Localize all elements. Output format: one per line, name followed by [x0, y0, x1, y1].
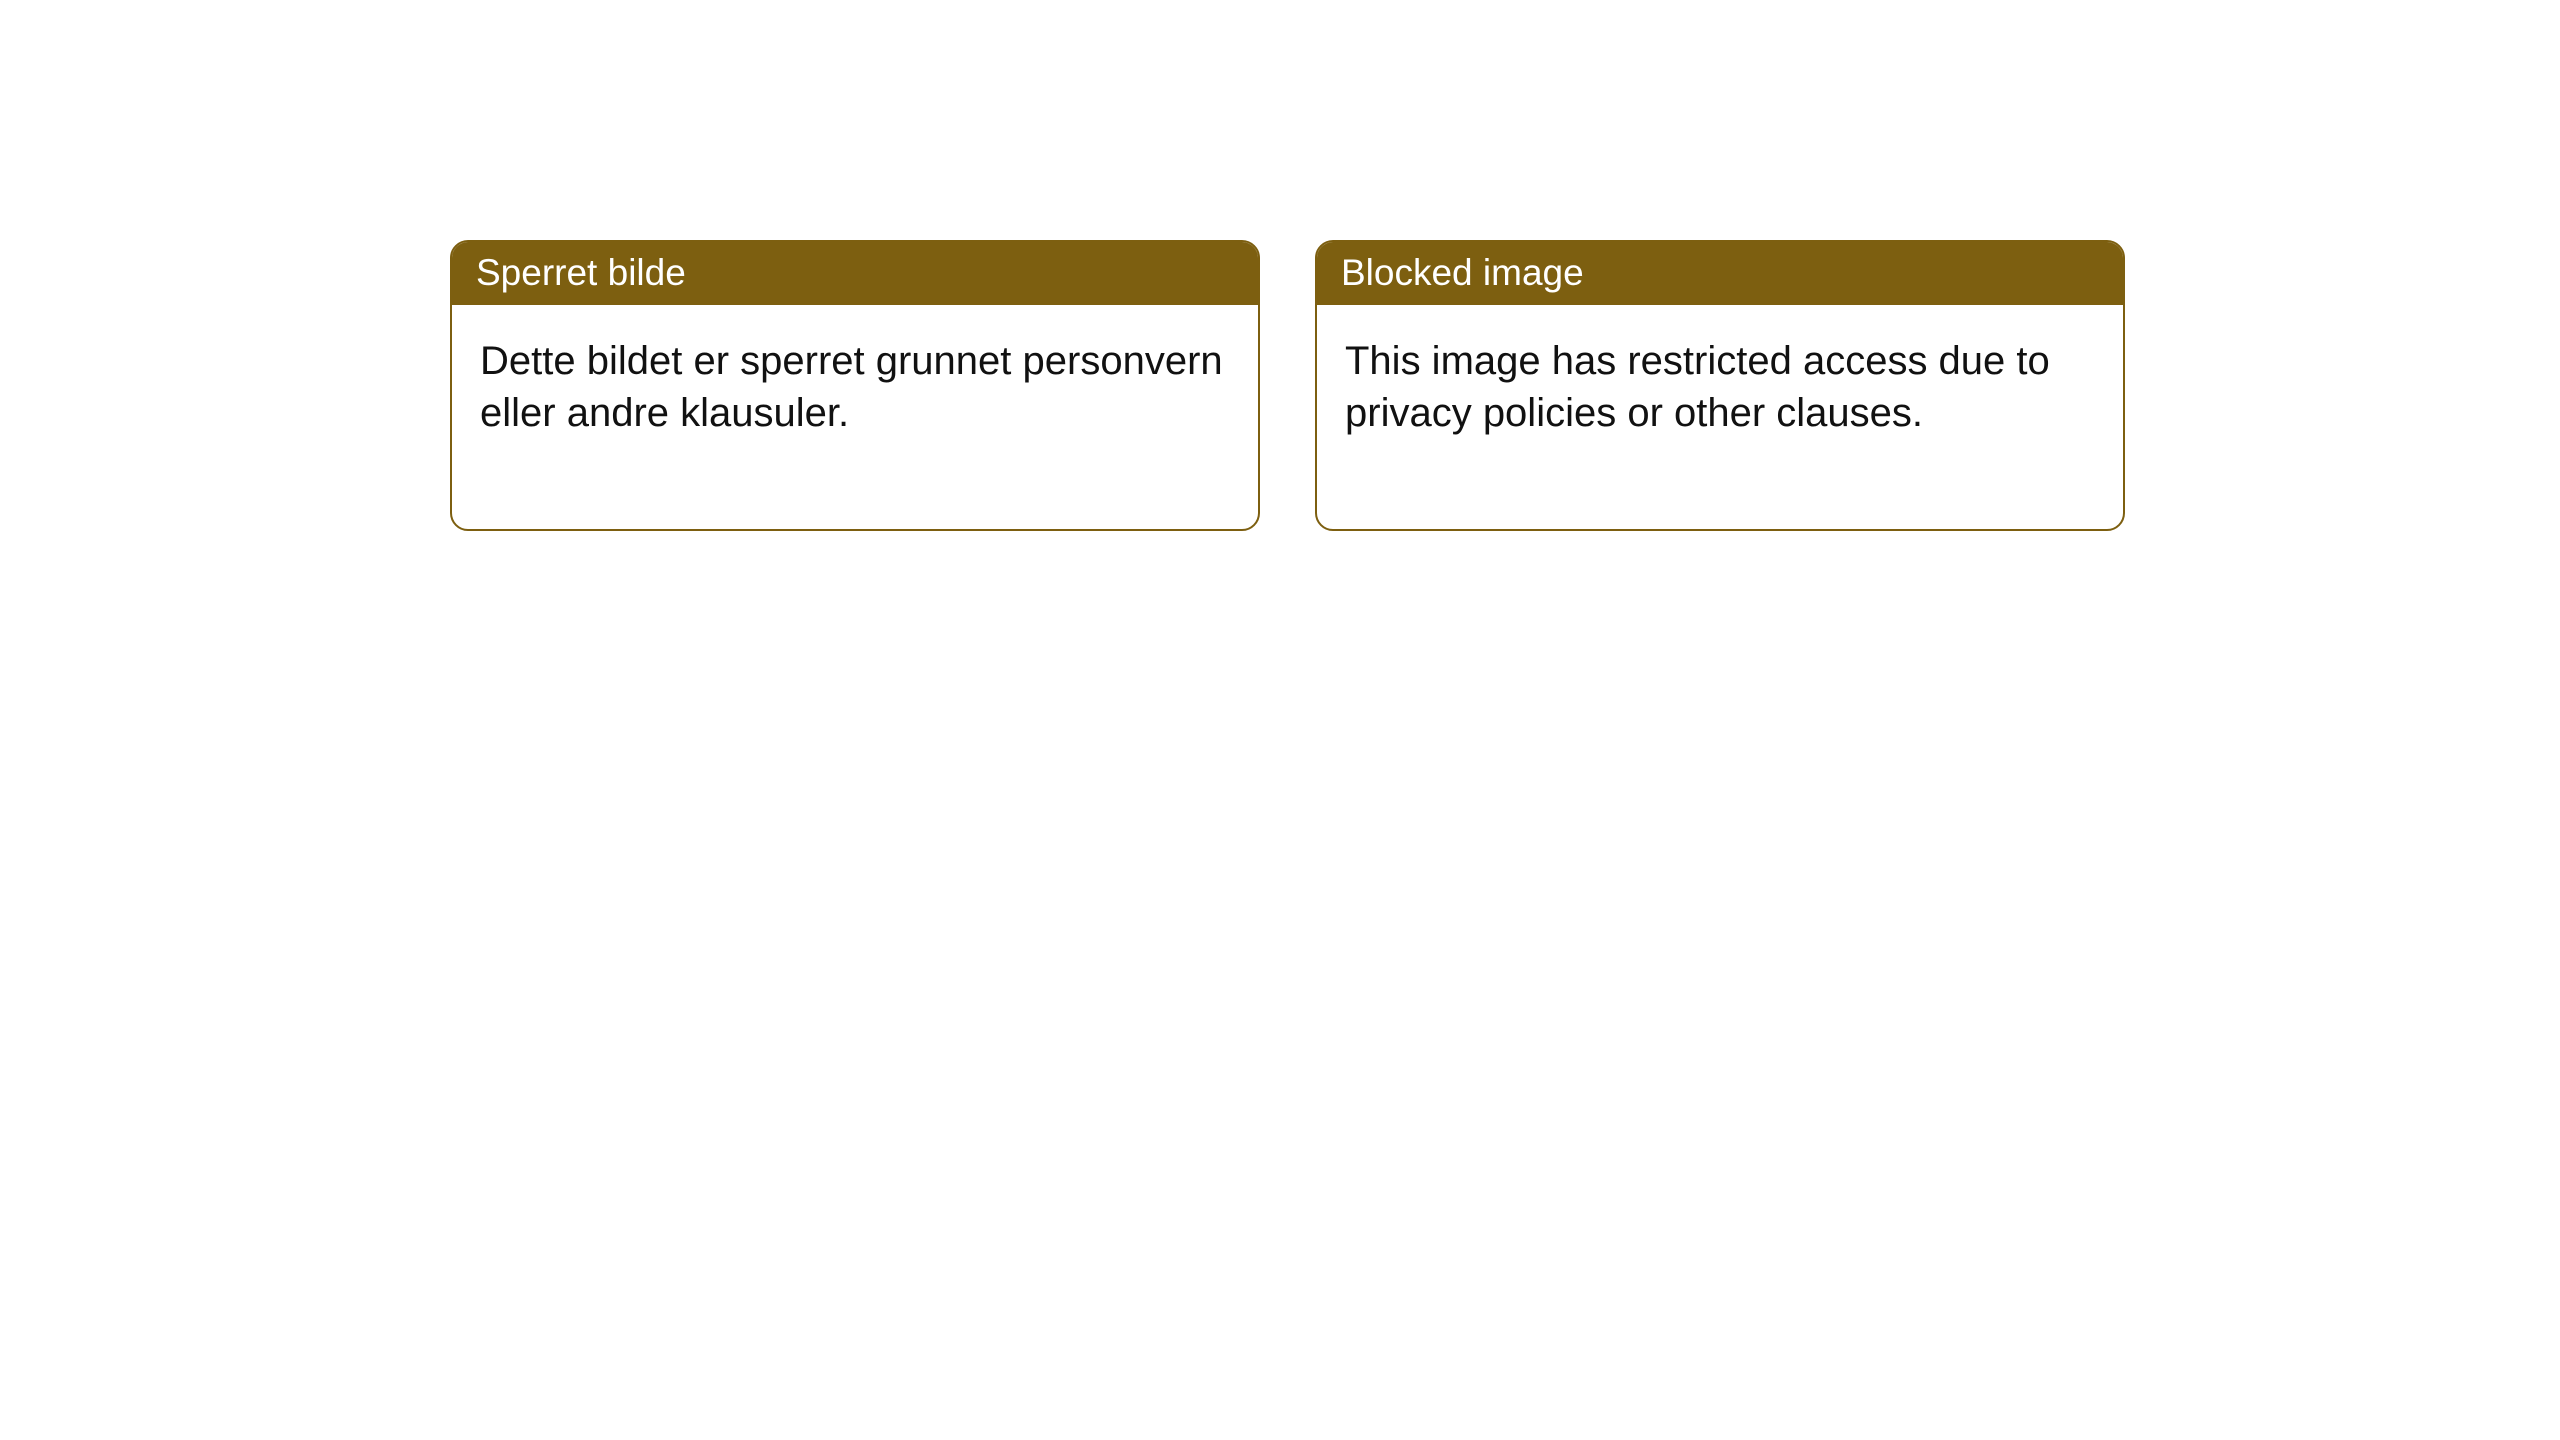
notice-card-norwegian: Sperret bilde Dette bildet er sperret gr… [450, 240, 1260, 531]
notice-container: Sperret bilde Dette bildet er sperret gr… [0, 0, 2560, 531]
notice-card-english: Blocked image This image has restricted … [1315, 240, 2125, 531]
notice-header-english: Blocked image [1317, 242, 2123, 305]
notice-body-norwegian: Dette bildet er sperret grunnet personve… [452, 305, 1258, 529]
notice-body-english: This image has restricted access due to … [1317, 305, 2123, 529]
notice-header-norwegian: Sperret bilde [452, 242, 1258, 305]
